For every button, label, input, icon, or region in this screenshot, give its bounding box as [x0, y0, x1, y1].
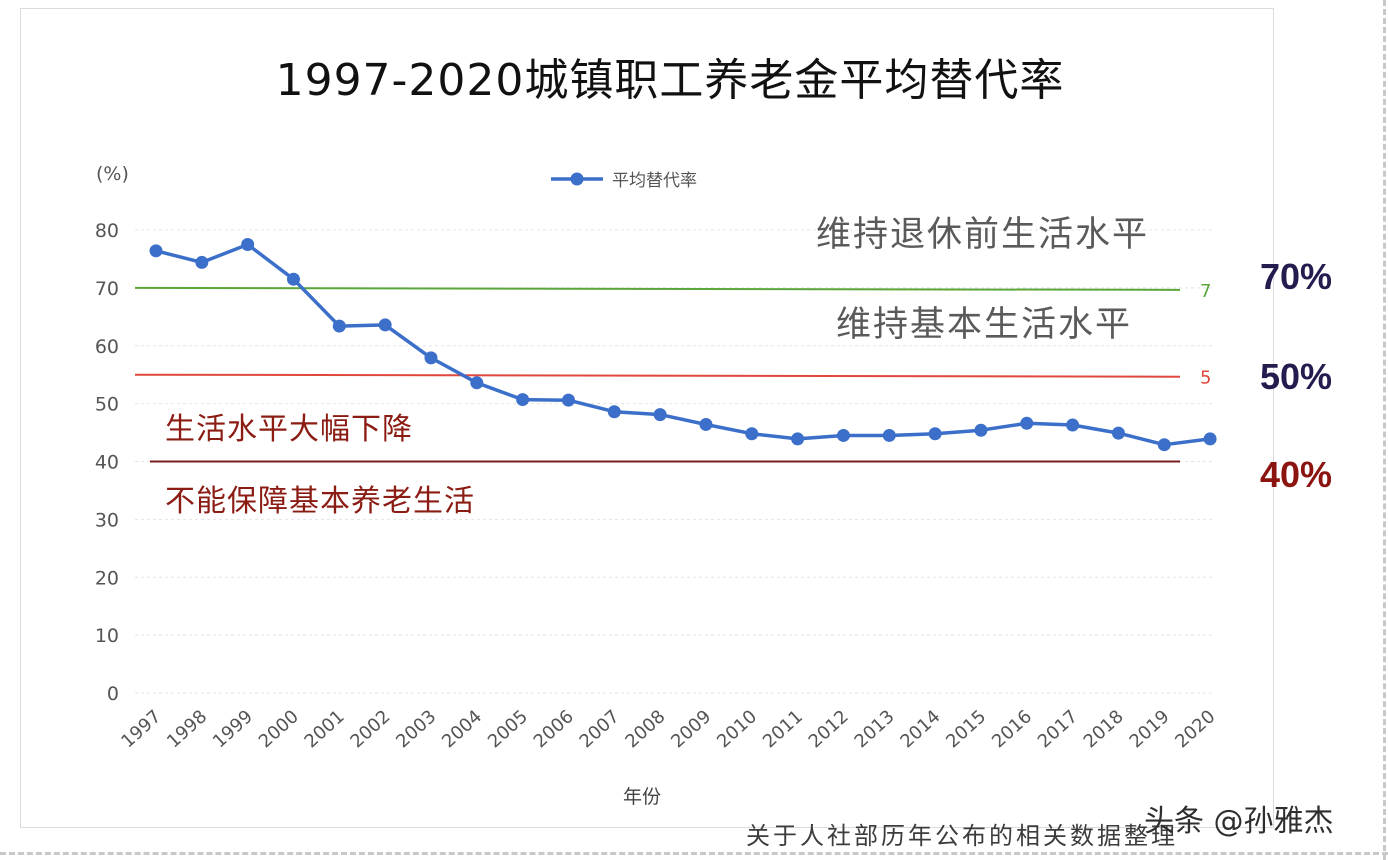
x-tick-label-2001: 2001 [301, 706, 349, 752]
x-tick-label-2017: 2017 [1034, 706, 1082, 752]
legend-marker [570, 172, 584, 186]
data-point-2017 [1066, 418, 1080, 432]
series-line-0 [155, 242, 1211, 447]
percent-label-40: 40% [1259, 454, 1332, 495]
x-tick-label-2004: 2004 [438, 706, 486, 752]
reference-line-label-55: 5 [1200, 368, 1211, 389]
data-point-1997 [149, 244, 163, 258]
data-point-2006 [561, 393, 575, 407]
data-point-2016 [1020, 416, 1034, 430]
annotation-cannot-guarantee: 不能保障基本养老生活 [165, 484, 475, 519]
chart-frame [20, 8, 1274, 828]
x-tick-label-2010: 2010 [713, 706, 761, 752]
x-tick-label-2006: 2006 [530, 706, 578, 752]
y-tick-label-80: 80 [95, 220, 119, 242]
y-axis-label: (%) [96, 163, 129, 185]
data-point-2007 [607, 405, 621, 419]
image-right-edge [1383, 0, 1386, 860]
source-note: 关于人社部历年公布的相关数据整理 [746, 822, 1178, 850]
x-tick-label-1997: 1997 [117, 706, 165, 752]
reference-line-55 [134, 373, 1181, 378]
y-tick-label-10: 10 [95, 625, 119, 647]
y-tick-label-20: 20 [95, 567, 119, 589]
data-point-2019 [1157, 438, 1171, 452]
data-point-2013 [882, 428, 896, 442]
data-point-2014 [928, 427, 942, 441]
x-tick-label-2002: 2002 [346, 706, 394, 752]
data-point-1999 [241, 237, 255, 251]
x-tick-label-2012: 2012 [805, 706, 853, 752]
x-tick-label-2009: 2009 [667, 706, 715, 752]
image-bottom-edge [0, 852, 1388, 855]
reference-line-70 [134, 286, 1181, 291]
x-tick-label-1999: 1999 [209, 706, 257, 752]
x-tick-label-2011: 2011 [759, 706, 807, 752]
data-point-2015 [974, 423, 988, 437]
reference-line-label-70: 7 [1200, 281, 1211, 302]
x-tick-label-2007: 2007 [576, 706, 624, 752]
x-axis-label: 年份 [623, 786, 661, 808]
annotation-living-standard-drop: 生活水平大幅下降 [165, 412, 413, 447]
x-tick-label-2013: 2013 [851, 706, 899, 752]
y-tick-label-30: 30 [95, 509, 119, 531]
percent-label-50: 50% [1259, 356, 1332, 397]
x-tick-label-2020: 2020 [1171, 706, 1219, 752]
data-point-2004 [470, 376, 484, 390]
data-point-2020 [1203, 432, 1217, 446]
x-tick-label-2008: 2008 [621, 706, 669, 752]
data-point-2011 [791, 432, 805, 446]
watermark: 头条 @孙雅杰 [1144, 804, 1334, 839]
annotation-maintain-basic: 维持基本生活水平 [836, 305, 1133, 345]
legend-label: 平均替代率 [612, 171, 697, 191]
data-point-2003 [424, 351, 438, 365]
data-point-2010 [745, 427, 759, 441]
x-tick-label-2000: 2000 [255, 706, 303, 752]
x-tick-label-2016: 2016 [988, 706, 1036, 752]
y-tick-label-60: 60 [95, 336, 119, 358]
data-point-2008 [653, 408, 667, 422]
y-tick-label-40: 40 [95, 452, 119, 474]
x-tick-label-1998: 1998 [163, 706, 211, 752]
x-tick-label-2005: 2005 [484, 706, 532, 752]
data-point-2018 [1111, 426, 1125, 440]
y-tick-label-50: 50 [95, 394, 119, 416]
data-point-2012 [836, 428, 850, 442]
chart-title: 1997-2020城镇职工养老金平均替代率 [275, 55, 1065, 106]
x-tick-label-2019: 2019 [1126, 706, 1174, 752]
x-tick-label-2015: 2015 [942, 706, 990, 752]
data-point-2001 [332, 319, 346, 333]
x-tick-label-2018: 2018 [1080, 706, 1128, 752]
y-tick-label-70: 70 [95, 278, 119, 300]
x-tick-label-2003: 2003 [392, 706, 440, 752]
percent-label-70: 70% [1259, 256, 1332, 297]
annotation-maintain-pre-retirement: 维持退休前生活水平 [816, 215, 1150, 255]
data-point-2005 [516, 393, 530, 407]
x-tick-label-2014: 2014 [896, 706, 944, 752]
data-point-2002 [378, 318, 392, 332]
y-tick-label-0: 0 [107, 683, 119, 705]
data-point-2000 [286, 272, 300, 286]
data-point-1998 [195, 255, 209, 269]
data-point-2009 [699, 417, 713, 431]
